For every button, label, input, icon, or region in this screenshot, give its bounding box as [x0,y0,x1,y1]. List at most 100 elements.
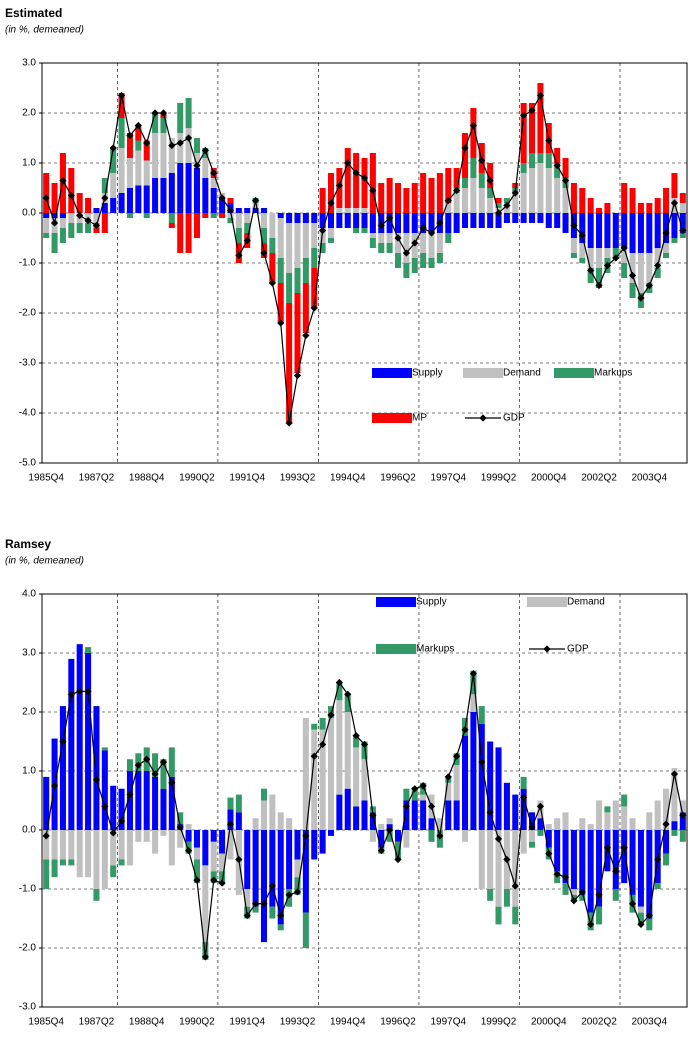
bar-segment [126,759,133,771]
bar-segment [646,253,653,283]
bar-segment [160,178,167,213]
bar-segment [436,173,443,213]
bar-segment [118,193,125,213]
bar-segment [43,173,50,213]
bar-segment [403,213,410,233]
bar-segment [152,113,159,133]
bar-segment [85,653,92,830]
bar-segment [101,830,108,889]
bar-segment [286,830,293,889]
bar-segment [621,263,628,278]
bar-segment [260,213,267,228]
gdp-marker [436,219,444,227]
bar-segment [353,208,360,213]
gdp-marker [42,832,50,840]
bar-segment [529,812,536,830]
legend-label: Markups [594,368,632,379]
bar-segment [554,830,561,872]
bar-segment [93,889,100,901]
bar-segment [462,188,469,213]
gdp-marker [285,891,293,899]
bar-segment [487,198,494,213]
bar-segment [428,818,435,830]
bar-segment [152,830,159,854]
bar-segment [101,747,108,751]
gdp-marker [277,319,285,327]
chart-title: Ramsey [5,537,51,551]
bar-segment [93,213,100,223]
gdp-marker [561,176,570,185]
bar-segment [177,812,184,825]
bar-segment [110,830,117,866]
legend-label: Markups [416,644,454,655]
bar-segment [286,223,293,273]
bar-segment [629,213,636,253]
bar-segment [202,158,209,178]
gdp-marker [394,234,402,242]
bar-segment [327,213,335,228]
bar-segment [85,198,92,213]
bar-segment [596,248,603,268]
bar-segment [554,163,561,178]
bar-segment [554,148,561,163]
bar-segment [202,865,209,943]
gdp-marker [553,870,561,878]
gdp-marker [143,139,151,147]
bar-segment [369,233,376,238]
gdp-marker [545,136,553,145]
bar-segment [160,133,167,178]
bar-segment [562,213,569,233]
bar-segment [193,168,200,213]
bar-segment [587,268,594,283]
bar-segment [663,213,670,243]
bar-segment [126,188,133,213]
bar-segment [612,800,619,830]
bar-segment [637,830,644,907]
bar-segment [361,759,368,801]
gdp-marker [252,900,260,908]
bar-segment [160,788,167,830]
bar-segment [210,188,217,213]
gdp-marker [92,221,101,230]
gdp-marker [360,174,369,182]
gdp-marker [411,239,419,247]
bar-segment [646,812,653,830]
gdp-marker [511,882,519,890]
legend-swatch [376,644,416,654]
bar-segment [470,158,477,178]
bar-segment [85,223,92,233]
bar-segment [177,103,184,133]
bar-segment [110,173,117,198]
bar-segment [294,830,301,860]
bar-segment [545,168,552,213]
bar-segment [277,258,284,283]
bar-segment [168,213,175,223]
bar-segment [570,183,577,213]
gdp-marker [620,244,628,252]
bar-segment [587,824,594,830]
bar-segment [562,188,569,213]
bar-segment [637,253,644,293]
bar-segment [336,682,343,701]
bar-segment [43,233,50,238]
bar-segment [193,830,200,848]
bar-segment [671,213,678,238]
bar-segment [637,906,644,913]
gdp-marker [260,900,268,908]
bar-segment [637,213,644,253]
gdp-marker [302,832,310,840]
bar-segment [378,243,385,253]
bar-segment [386,830,393,842]
chart-subtitle: (in %, demeaned) [5,25,84,36]
bar-segment [219,853,226,872]
bar-segment [93,208,100,213]
bar-segment [520,213,527,223]
gdp-marker [344,690,352,698]
bar-segment [344,694,351,712]
bar-segment [302,912,309,948]
gdp-marker [511,189,519,197]
bar-segment [68,658,75,830]
bar-segment [629,253,636,283]
gdp-marker [268,279,276,287]
bar-segment [302,258,309,283]
